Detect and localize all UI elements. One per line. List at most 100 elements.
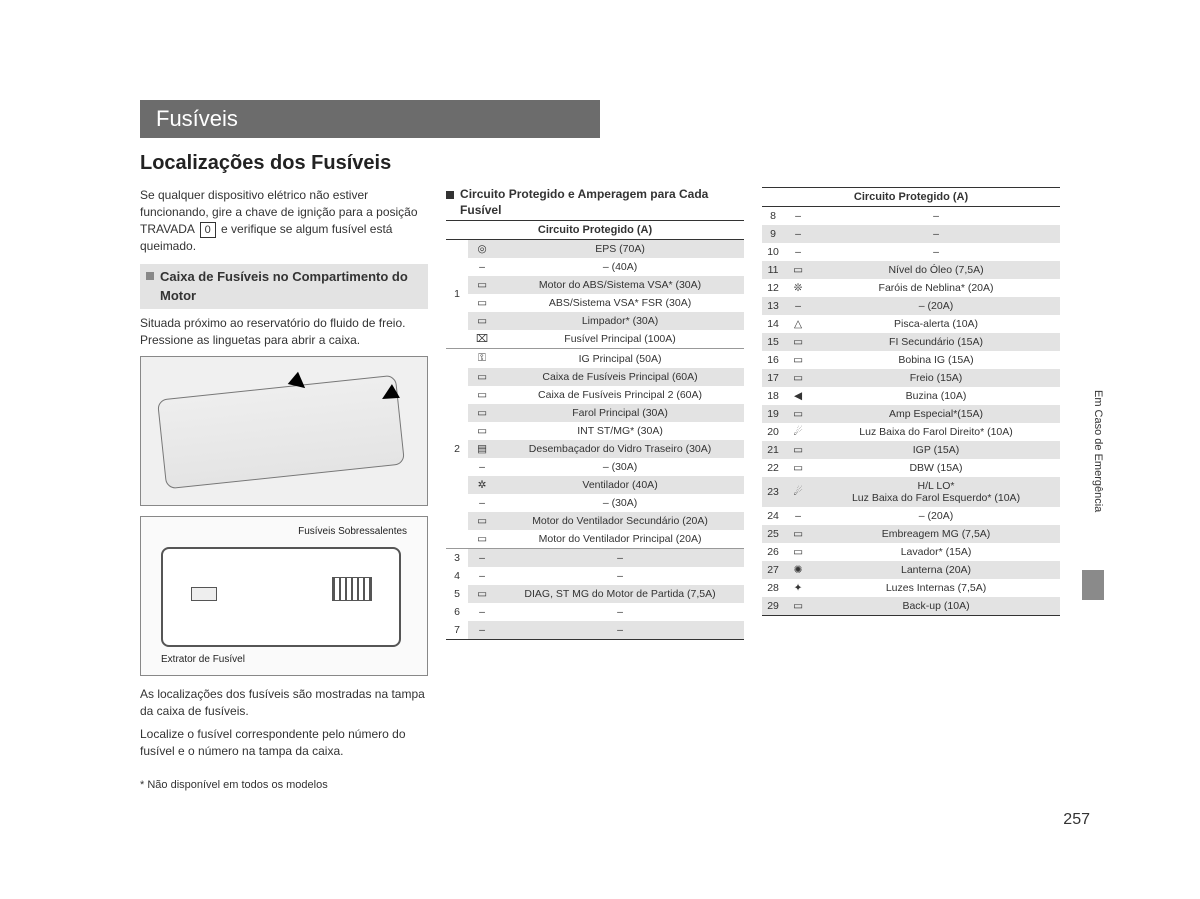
table-row: 9–– xyxy=(762,225,1060,243)
columns: Se qualquer dispositivo elétrico não est… xyxy=(140,187,1060,793)
table-row: 21▭IGP (15A) xyxy=(762,441,1060,459)
table-row: ▭Caixa de Fusíveis Principal (60A) xyxy=(446,368,744,386)
intro-text: Se qualquer dispositivo elétrico não est… xyxy=(140,187,428,254)
fuse-num: 11 xyxy=(762,261,784,279)
fuse-group-num: 6 xyxy=(446,603,468,621)
table-row: 17▭Freio (15A) xyxy=(762,369,1060,387)
table-row: 1◎EPS (70A) xyxy=(446,240,744,258)
fuse-circuit: – xyxy=(812,207,1060,225)
section-title: Localizações dos Fusíveis xyxy=(140,152,1060,175)
fuse-icon: ▭ xyxy=(784,351,812,369)
table-row: 18◀Buzina (10A) xyxy=(762,387,1060,405)
caption-a: As localizações dos fusíveis são mostrad… xyxy=(140,686,428,720)
fuse-circuit: – (20A) xyxy=(812,507,1060,525)
fuse-circuit: Amp Especial*(15A) xyxy=(812,405,1060,423)
fuse-num: 21 xyxy=(762,441,784,459)
table-row: 11▭Nível do Óleo (7,5A) xyxy=(762,261,1060,279)
fuse-icon: – xyxy=(468,494,496,512)
fuse-num: 19 xyxy=(762,405,784,423)
fuse-circuit: Caixa de Fusíveis Principal (60A) xyxy=(496,368,744,386)
fuse-circuit: – xyxy=(496,621,744,640)
footnote: * Não disponível em todos os modelos xyxy=(140,778,428,793)
table-row: 4–– xyxy=(446,567,744,585)
table-row: 29▭Back-up (10A) xyxy=(762,597,1060,616)
fuse-group-num: 7 xyxy=(446,621,468,640)
fuse-circuit: Desembaçador do Vidro Traseiro (30A) xyxy=(496,440,744,458)
fuse-icon: △ xyxy=(784,315,812,333)
label-spare-fuses: Fusíveis Sobressalentes xyxy=(298,525,407,539)
fuse-num: 25 xyxy=(762,525,784,543)
table-row: ▭INT ST/MG* (30A) xyxy=(446,422,744,440)
fuse-icon: ▭ xyxy=(468,276,496,294)
fusebox-desc: Situada próximo ao reservatório do fluid… xyxy=(140,315,428,349)
fuse-circuit: DIAG, ST MG do Motor de Partida (7,5A) xyxy=(496,585,744,603)
fuse-num: 22 xyxy=(762,459,784,477)
fuse-icon: – xyxy=(784,297,812,315)
table-row: ▭ABS/Sistema VSA* FSR (30A) xyxy=(446,294,744,312)
fuse-num: 27 xyxy=(762,561,784,579)
fuse-circuit: Farol Principal (30A) xyxy=(496,404,744,422)
table-row: ▭Farol Principal (30A) xyxy=(446,404,744,422)
fuse-circuit: – xyxy=(812,225,1060,243)
fuse-circuit: – (20A) xyxy=(812,297,1060,315)
fuse-icon: ⌧ xyxy=(468,330,496,349)
table-row: 2⚿IG Principal (50A) xyxy=(446,349,744,369)
fuse-icon: ▭ xyxy=(468,512,496,530)
table-row: 22▭DBW (15A) xyxy=(762,459,1060,477)
fuse-icon: ▭ xyxy=(468,585,496,603)
fuse-icon: ◎ xyxy=(468,240,496,258)
table-row: ⌧Fusível Principal (100A) xyxy=(446,330,744,349)
fuse-icon: – xyxy=(468,621,496,640)
fuse-icon: ▭ xyxy=(784,333,812,351)
fuse-num: 13 xyxy=(762,297,784,315)
fuse-circuit: Limpador* (30A) xyxy=(496,312,744,330)
table-row: ▭Motor do Ventilador Principal (20A) xyxy=(446,530,744,549)
left-column: Se qualquer dispositivo elétrico não est… xyxy=(140,187,428,793)
fuse-num: 23 xyxy=(762,477,784,507)
fuse-icon: – xyxy=(468,458,496,476)
page-content: Fusíveis Localizações dos Fusíveis Se qu… xyxy=(140,100,1060,793)
fuse-num: 28 xyxy=(762,579,784,597)
table-row: 14△Pisca-alerta (10A) xyxy=(762,315,1060,333)
fuse-icon: ◀ xyxy=(784,387,812,405)
fuse-circuit: Faróis de Neblina* (20A) xyxy=(812,279,1060,297)
table-row: ▭Motor do ABS/Sistema VSA* (30A) xyxy=(446,276,744,294)
fuse-icon: ▭ xyxy=(784,543,812,561)
fuse-circuit: Freio (15A) xyxy=(812,369,1060,387)
fuse-num: 20 xyxy=(762,423,784,441)
fuse-icon: ▭ xyxy=(468,422,496,440)
table-row: –– (40A) xyxy=(446,258,744,276)
side-tab-mark xyxy=(1082,570,1104,600)
fuse-icon: ✲ xyxy=(468,476,496,494)
fuse-circuit: Bobina IG (15A) xyxy=(812,351,1060,369)
fuse-icon: ▭ xyxy=(468,404,496,422)
table-row: 13–– (20A) xyxy=(762,297,1060,315)
table-row: 26▭Lavador* (15A) xyxy=(762,543,1060,561)
page-number: 257 xyxy=(1063,811,1090,829)
fuse-group-num: 1 xyxy=(446,240,468,349)
table-row: 6–– xyxy=(446,603,744,621)
fuse-circuit: – (30A) xyxy=(496,458,744,476)
table-row: 19▭Amp Especial*(15A) xyxy=(762,405,1060,423)
table-row: 23☄H/L LO*Luz Baixa do Farol Esquerdo* (… xyxy=(762,477,1060,507)
fuse-circuit: – xyxy=(496,603,744,621)
table-row: 20☄Luz Baixa do Farol Direito* (10A) xyxy=(762,423,1060,441)
fuse-icon: ▭ xyxy=(468,312,496,330)
table-row: 8–– xyxy=(762,207,1060,225)
table-row: ▤Desembaçador do Vidro Traseiro (30A) xyxy=(446,440,744,458)
fuse-circuit: Buzina (10A) xyxy=(812,387,1060,405)
table-row: 7–– xyxy=(446,621,744,640)
fuse-group-num: 2 xyxy=(446,349,468,549)
fuse-num: 26 xyxy=(762,543,784,561)
fuse-icon: ✺ xyxy=(784,561,812,579)
fuse-circuit: ABS/Sistema VSA* FSR (30A) xyxy=(496,294,744,312)
fuse-circuit: Lavador* (15A) xyxy=(812,543,1060,561)
key-position-box: 0 xyxy=(200,222,216,238)
fuse-circuit: Motor do ABS/Sistema VSA* (30A) xyxy=(496,276,744,294)
fuse-circuit: IGP (15A) xyxy=(812,441,1060,459)
table-row: ▭Limpador* (30A) xyxy=(446,312,744,330)
fuse-icon: ⚿ xyxy=(468,349,496,369)
fuse-icon: ▤ xyxy=(468,440,496,458)
fuse-circuit: – xyxy=(812,243,1060,261)
fuse-num: 29 xyxy=(762,597,784,616)
